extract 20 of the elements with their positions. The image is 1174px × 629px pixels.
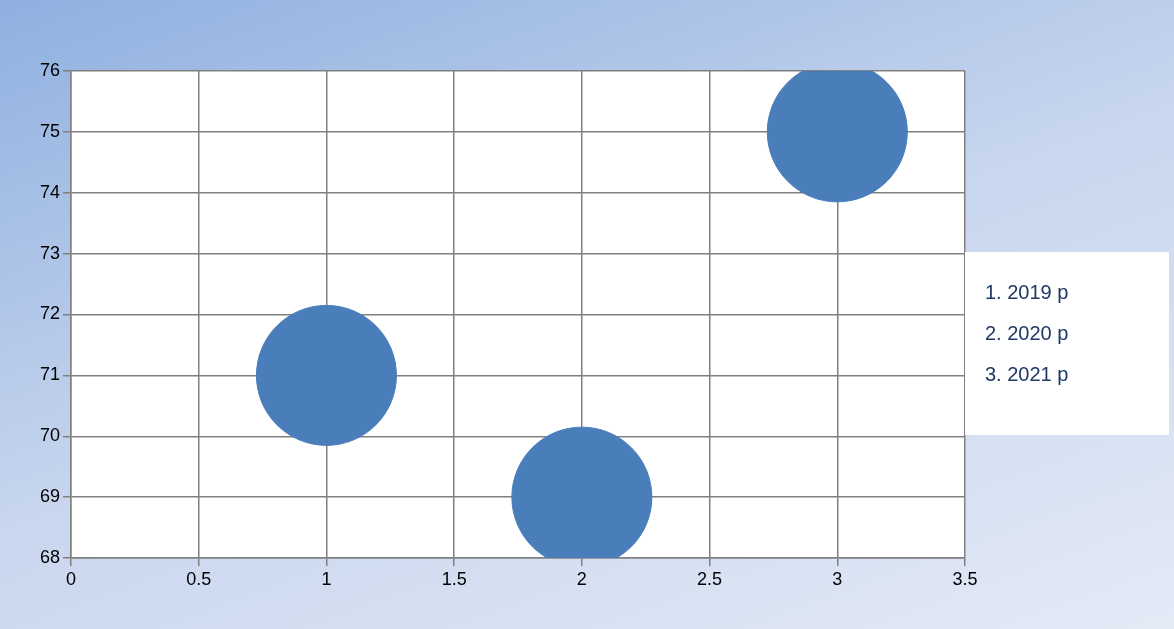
x-tick-label: 3 bbox=[832, 568, 843, 589]
y-tick-label: 71 bbox=[39, 364, 60, 385]
y-tick-label: 75 bbox=[39, 120, 60, 141]
y-tick-label: 74 bbox=[39, 181, 60, 202]
y-tick-label: 70 bbox=[39, 425, 60, 446]
text: 3. 2021 p bbox=[985, 362, 1070, 387]
x-tick-label: 3.5 bbox=[952, 568, 978, 589]
x-tick-label: 2 bbox=[576, 568, 587, 589]
x-tick-label: 1.5 bbox=[441, 568, 467, 589]
y-tick-label: 73 bbox=[39, 242, 60, 263]
x-tick-label: 0.5 bbox=[186, 568, 212, 589]
y-tick-label: 69 bbox=[39, 486, 60, 507]
text: 2. 2020 p bbox=[985, 321, 1070, 346]
x-tick-label: 1 bbox=[321, 568, 332, 589]
text: 1. 2019 p bbox=[985, 280, 1070, 305]
y-tick-label: 72 bbox=[39, 303, 60, 324]
y-tick-label: 76 bbox=[39, 59, 60, 80]
x-tick-label: 0 bbox=[65, 568, 77, 589]
x-tick-label: 2.5 bbox=[697, 568, 723, 589]
y-tick-label: 68 bbox=[39, 546, 60, 567]
